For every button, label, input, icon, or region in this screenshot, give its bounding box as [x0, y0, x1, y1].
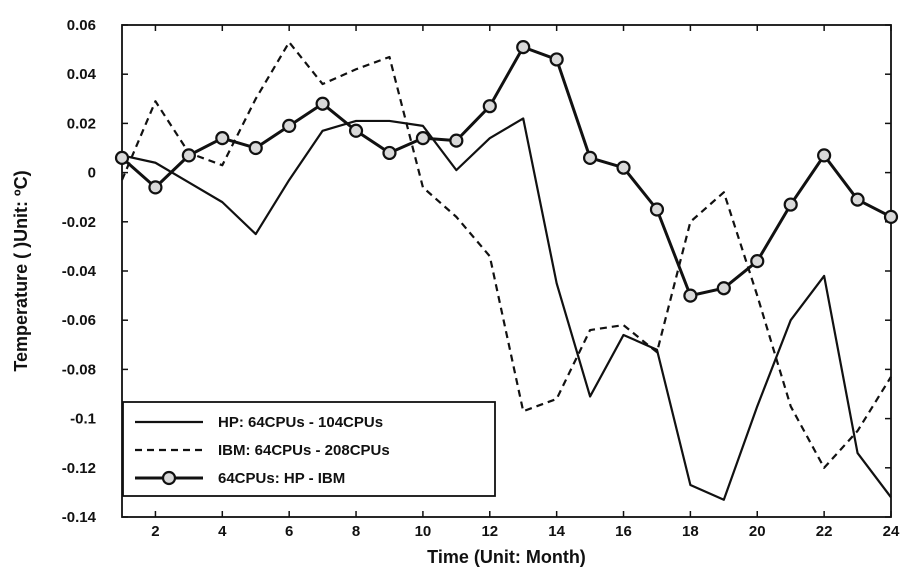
x-tick-label: 4: [218, 523, 227, 540]
y-tick-label: -0.1: [70, 411, 96, 428]
legend-label: IBM: 64CPUs - 208CPUs: [218, 442, 390, 459]
legend-label: 64CPUs: HP - IBM: [218, 470, 345, 487]
x-tick-label: 16: [615, 523, 632, 540]
data-point: [850, 192, 865, 207]
series-layer: [114, 40, 899, 501]
legend-item: HP: 64CPUs - 104CPUs: [135, 414, 383, 431]
y-tick-label: -0.04: [62, 263, 97, 280]
data-point: [783, 197, 798, 212]
series-line: [121, 117, 892, 501]
x-tick-label: 6: [285, 523, 293, 540]
data-point: [382, 145, 397, 161]
legend-item: IBM: 64CPUs - 208CPUs: [135, 442, 390, 459]
legend-marker: [161, 470, 177, 486]
legend-label: HP: 64CPUs - 104CPUs: [218, 414, 383, 431]
y-tick-label: 0.06: [67, 17, 96, 34]
data-point: [683, 288, 698, 303]
x-tick-label: 24: [883, 523, 900, 540]
data-point: [549, 52, 564, 67]
series-2: [120, 41, 892, 469]
y-tick-label: 0.02: [67, 115, 96, 132]
data-point: [449, 133, 464, 148]
y-axis-title: Temperature ( )Unit: ºC): [11, 170, 31, 371]
data-point: [248, 140, 263, 156]
legend: HP: 64CPUs - 104CPUs IBM: 64CPUs - 208CPU…: [122, 401, 496, 497]
data-point: [616, 160, 631, 175]
y-tick-label: 0: [88, 165, 96, 182]
x-axis-title: Time (Unit: Month): [427, 547, 586, 567]
data-point: [315, 96, 330, 111]
y-tick-label: -0.12: [62, 460, 96, 477]
x-tick-label: 18: [682, 523, 699, 540]
series-line: [120, 41, 892, 469]
data-point: [215, 131, 230, 146]
y-tick-label: 0.04: [67, 66, 97, 83]
x-tick-label: 22: [816, 523, 833, 540]
data-point: [716, 281, 731, 296]
x-tick-label: 12: [481, 523, 498, 540]
data-point: [114, 150, 130, 165]
x-tick-label: 2: [151, 523, 159, 540]
data-point: [817, 148, 832, 163]
series-1: [121, 117, 892, 501]
x-tick-label: 10: [415, 523, 432, 540]
data-point: [148, 180, 163, 195]
data-point: [582, 150, 598, 165]
legend-item: 64CPUs: HP - IBM: [135, 470, 345, 487]
data-point: [883, 209, 899, 224]
data-point: [181, 148, 196, 163]
axis-ticks: 2 4 6 8 10 12 14 16 18 20 22 24-0.14-0.12-0.1-0.08-…: [62, 17, 900, 540]
x-tick-label: 20: [749, 523, 766, 540]
y-tick-label: -0.02: [62, 214, 96, 231]
series-3: [114, 40, 899, 303]
data-point: [482, 99, 497, 114]
data-point: [649, 202, 665, 217]
x-tick-label: 14: [548, 523, 565, 540]
data-point: [516, 40, 531, 55]
data-point: [750, 254, 765, 269]
x-tick-label: 8: [352, 523, 360, 540]
data-point: [282, 118, 297, 133]
y-tick-label: -0.06: [62, 312, 96, 329]
y-tick-label: -0.08: [62, 361, 96, 378]
data-point: [348, 123, 364, 138]
data-point: [415, 131, 431, 146]
y-tick-label: -0.14: [62, 509, 97, 526]
